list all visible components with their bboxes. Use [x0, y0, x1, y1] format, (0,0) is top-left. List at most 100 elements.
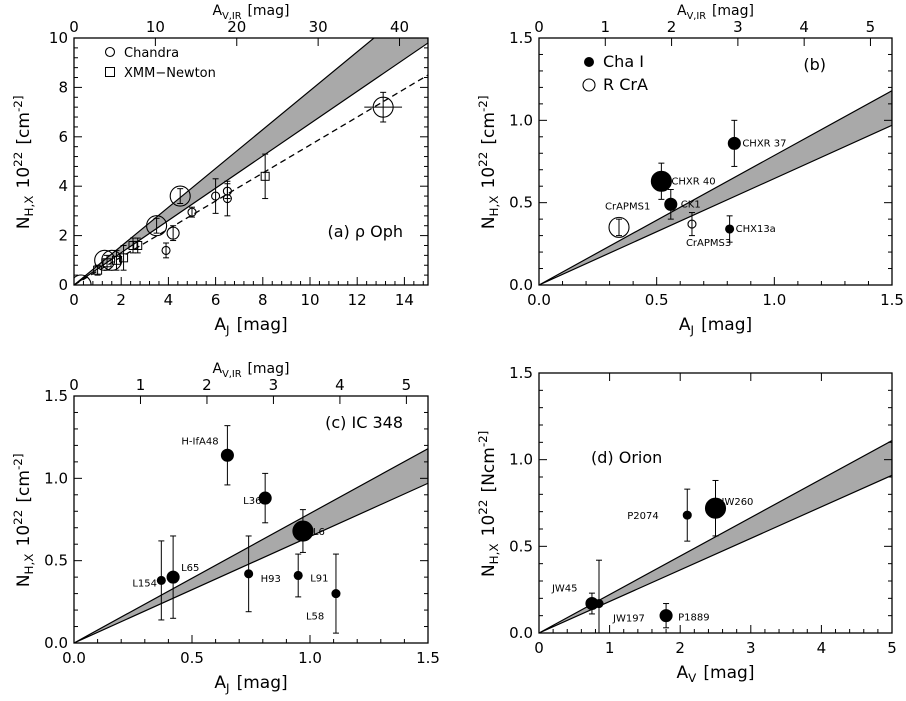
- x-tick-label: 0.5: [180, 649, 204, 667]
- x-tick-label: 1.0: [298, 649, 322, 667]
- data-point: [244, 569, 254, 579]
- panel-b: CHXR 37 CHXR 40 CK1 CHX13a CrAPMS1 CrAPMS3 0.0…: [476, 3, 904, 337]
- xmm-point: [133, 240, 143, 250]
- panel-label: (d) Orion: [591, 448, 662, 467]
- data-point: [292, 520, 314, 542]
- top-tick-label: 4: [335, 376, 345, 394]
- x-axis-label: AJ [mag]: [214, 673, 287, 695]
- legend-marker-filled: [584, 57, 594, 67]
- x-tick-label: 0: [69, 291, 79, 309]
- point-label: L91: [310, 573, 328, 584]
- chandra-point: [101, 249, 123, 271]
- gas-to-dust-band: [74, 38, 428, 285]
- plot-area: [539, 439, 892, 633]
- chandra-point: [166, 226, 180, 240]
- y-tick-label: 4: [58, 177, 68, 195]
- top-tick-label: 4: [799, 18, 809, 36]
- data-point: [594, 598, 604, 609]
- y-tick-label: 10: [49, 29, 68, 47]
- top-tick-label: 1: [601, 18, 611, 36]
- xmm-point: [128, 240, 138, 250]
- data-point: [664, 197, 678, 211]
- y-tick-label: 6: [58, 128, 68, 146]
- top-axis-label: AV,IR [mag]: [213, 3, 290, 22]
- xmm-point: [119, 253, 129, 263]
- data-point: [659, 609, 673, 623]
- x-tick-label: 3: [746, 639, 756, 657]
- xmm-point: [102, 258, 112, 268]
- top-tick-label: 40: [390, 18, 409, 36]
- top-tick-label: 30: [309, 18, 328, 36]
- point-label: CHXR 37: [742, 138, 786, 149]
- y-tick-label: 2: [58, 227, 68, 245]
- y-tick-label: 0: [58, 276, 68, 294]
- plot-frame: [538, 372, 893, 634]
- chandra-point: [74, 274, 92, 285]
- data-point: [331, 589, 341, 599]
- y-axis-label: NH,X 1022 [cm-2]: [11, 452, 36, 587]
- panel-label: (a) ρ Oph: [327, 222, 403, 241]
- x-tick-label: 0.0: [62, 649, 86, 667]
- chandra-point: [187, 207, 197, 217]
- x-tick-label: 0: [534, 639, 544, 657]
- top-axis-label: AV,IR [mag]: [213, 361, 290, 380]
- y-tick-label: 8: [58, 78, 68, 96]
- point-label: L58: [306, 612, 324, 623]
- x-tick-label: 0.0: [527, 291, 551, 309]
- data-point: [608, 216, 630, 238]
- x-tick-label: 14: [395, 291, 414, 309]
- y-axis-label: NH,X 1022 [Ncm-2]: [476, 429, 501, 577]
- top-tick-label: 2: [667, 18, 677, 36]
- y-axis-label: NH,X 1022 [cm-2]: [11, 94, 36, 229]
- x-tick-label: 10: [300, 291, 319, 309]
- plot-area: [539, 90, 892, 285]
- x-tick-label: 8: [258, 291, 268, 309]
- y-tick-label: 1.5: [509, 364, 533, 382]
- x-tick-label: 1.0: [762, 291, 786, 309]
- panel-label: (c) IC 348: [325, 413, 403, 432]
- legend-marker-square: [105, 67, 115, 77]
- x-axis-label: AV [mag]: [677, 663, 755, 685]
- top-tick-label: 20: [227, 18, 246, 36]
- data-point: [725, 224, 735, 234]
- top-tick-label: 1: [136, 376, 146, 394]
- y-axis-label: NH,X 1022 [cm-2]: [476, 94, 501, 229]
- data-point: [166, 570, 180, 584]
- data-point: [687, 219, 697, 229]
- xmm-point: [260, 171, 270, 181]
- x-tick-label: 12: [348, 291, 367, 309]
- gas-to-dust-band: [539, 90, 892, 285]
- top-tick-label: 3: [269, 376, 279, 394]
- x-tick-label: 2: [675, 639, 685, 657]
- plot-frame: [538, 37, 893, 286]
- x-tick-label: 4: [164, 291, 174, 309]
- xmm-point: [93, 265, 103, 275]
- legend-label: R CrA: [603, 75, 648, 94]
- top-tick-label: 2: [202, 376, 212, 394]
- point-label: CHX13a: [736, 224, 776, 235]
- point-label: CrAPMS1: [605, 201, 650, 212]
- plot-frame: [73, 395, 429, 644]
- legend-label: Cha I: [603, 52, 644, 71]
- point-label: CK1: [681, 199, 701, 210]
- point-label: L6: [313, 527, 325, 538]
- plot-area: [74, 38, 428, 285]
- legend-label: XMM−Newton: [124, 66, 216, 81]
- top-tick-label: 0: [69, 18, 79, 36]
- x-tick-label: 0.5: [645, 291, 669, 309]
- point-label: H-IfA48: [181, 436, 218, 447]
- point-label: JW45: [551, 584, 578, 595]
- panel-label: (b): [803, 55, 826, 74]
- point-label: JW260: [721, 497, 754, 508]
- legend-marker-open: [104, 46, 116, 58]
- y-tick-label: 0.0: [509, 276, 533, 294]
- plot-frame: [73, 37, 429, 286]
- data-point: [220, 448, 234, 462]
- point-label: P2074: [627, 511, 658, 522]
- point-label: L36: [243, 496, 261, 507]
- point-label: JW197: [612, 614, 645, 625]
- data-point: [650, 170, 672, 192]
- point-label: CrAPMS3: [686, 238, 731, 249]
